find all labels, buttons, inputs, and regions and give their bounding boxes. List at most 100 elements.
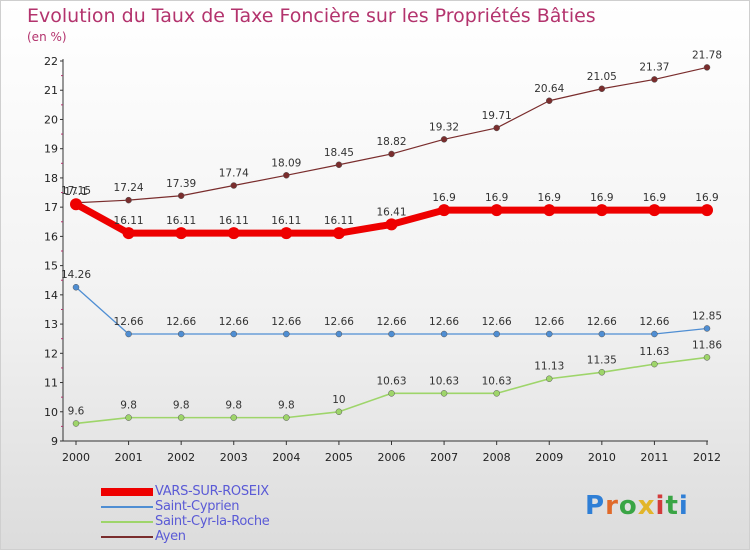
data-label: 16.9	[590, 192, 613, 204]
data-label: 17.24	[114, 182, 144, 194]
data-point	[703, 325, 711, 332]
legend-swatch	[101, 536, 153, 538]
data-point	[125, 414, 132, 421]
data-label: 12.85	[692, 310, 722, 322]
data-point	[335, 408, 343, 416]
x-tick-label: 2004	[272, 451, 300, 464]
data-label: 21.37	[639, 61, 669, 73]
data-label: 16.41	[376, 206, 406, 218]
data-point	[703, 354, 711, 361]
data-point	[651, 76, 658, 83]
y-tick-label: 10	[44, 406, 58, 419]
chart-title: Evolution du Taux de Taxe Foncière sur l…	[27, 5, 596, 27]
data-point	[230, 414, 237, 421]
x-tick-label: 2011	[640, 451, 668, 464]
y-tick-label: 12	[44, 347, 58, 360]
x-tick-label: 2007	[430, 451, 458, 464]
data-label: 16.11	[324, 215, 354, 227]
data-point	[385, 218, 398, 231]
y-tick-label: 21	[44, 84, 58, 97]
data-point	[493, 124, 500, 132]
legend-label: VARS-SUR-ROSEIX	[155, 484, 269, 499]
y-tick-label: 19	[44, 143, 58, 156]
data-point	[335, 330, 343, 338]
logo-letter: P	[585, 491, 606, 521]
x-tick-label: 2012	[693, 451, 721, 464]
data-label: 12.66	[166, 316, 196, 328]
data-point	[283, 172, 290, 179]
data-label: 16.9	[432, 192, 455, 204]
x-tick-label: 2009	[535, 451, 563, 464]
data-label: 20.64	[534, 83, 564, 95]
data-point	[388, 330, 395, 338]
y-tick-label: 20	[44, 113, 58, 126]
data-label: 21.05	[587, 71, 617, 83]
data-point	[598, 85, 606, 93]
y-tick-label: 22	[44, 55, 58, 68]
data-point	[388, 150, 395, 158]
data-point	[283, 330, 290, 338]
data-label: 12.66	[639, 316, 669, 328]
data-point	[595, 204, 608, 217]
data-point	[543, 204, 556, 217]
data-label: 17.1	[64, 186, 87, 198]
data-point	[230, 182, 237, 189]
data-label: 16.9	[485, 192, 508, 204]
data-point	[546, 97, 553, 105]
data-point	[227, 227, 240, 240]
data-point	[125, 330, 132, 338]
data-point	[490, 204, 503, 217]
logo-letter: o	[618, 491, 638, 521]
data-point	[125, 196, 132, 204]
data-point	[546, 330, 553, 338]
data-label: 11.35	[587, 354, 617, 366]
logo-letter: x	[637, 491, 656, 521]
data-label: 9.8	[278, 400, 295, 412]
data-label: 18.45	[324, 147, 354, 159]
data-point	[177, 330, 185, 338]
data-point	[177, 192, 185, 200]
x-tick-label: 2002	[167, 451, 195, 464]
data-label: 12.66	[324, 316, 354, 328]
logo-letter: t	[665, 491, 679, 521]
legend-swatch	[101, 488, 153, 496]
y-tick-label: 9	[51, 435, 58, 448]
data-label: 9.8	[225, 400, 242, 412]
y-tick-label: 18	[44, 172, 58, 185]
data-point	[493, 330, 500, 338]
x-tick-label: 2008	[483, 451, 511, 464]
data-point	[440, 390, 448, 397]
data-label: 10	[332, 394, 345, 406]
data-label: 16.11	[166, 215, 196, 227]
logo-letter: i	[678, 491, 689, 521]
data-point	[388, 390, 395, 397]
data-label: 12.66	[587, 316, 617, 328]
y-tick-label: 17	[44, 201, 58, 214]
data-point	[122, 227, 135, 240]
data-label: 16.9	[695, 192, 718, 204]
data-point	[651, 360, 658, 368]
data-label: 19.32	[429, 121, 459, 133]
data-label: 12.66	[219, 316, 249, 328]
data-point	[440, 330, 448, 338]
data-point	[332, 227, 345, 240]
data-label: 12.66	[482, 316, 512, 328]
x-tick-label: 2006	[378, 451, 406, 464]
data-label: 9.8	[173, 400, 190, 412]
logo-letter: i	[655, 491, 666, 521]
data-label: 12.66	[271, 316, 301, 328]
data-point	[72, 420, 80, 427]
data-point	[493, 390, 500, 397]
data-point	[598, 369, 606, 376]
data-label: 16.9	[643, 192, 666, 204]
data-label: 9.8	[120, 400, 137, 412]
proxiti-logo: Proxiti	[585, 491, 689, 521]
data-point	[703, 64, 711, 71]
x-tick-label: 2003	[220, 451, 248, 464]
x-tick-label: 2010	[588, 451, 616, 464]
legend-swatch	[101, 521, 153, 523]
data-point	[598, 330, 606, 338]
data-label: 18.82	[376, 136, 406, 148]
legend-swatch	[101, 506, 153, 508]
